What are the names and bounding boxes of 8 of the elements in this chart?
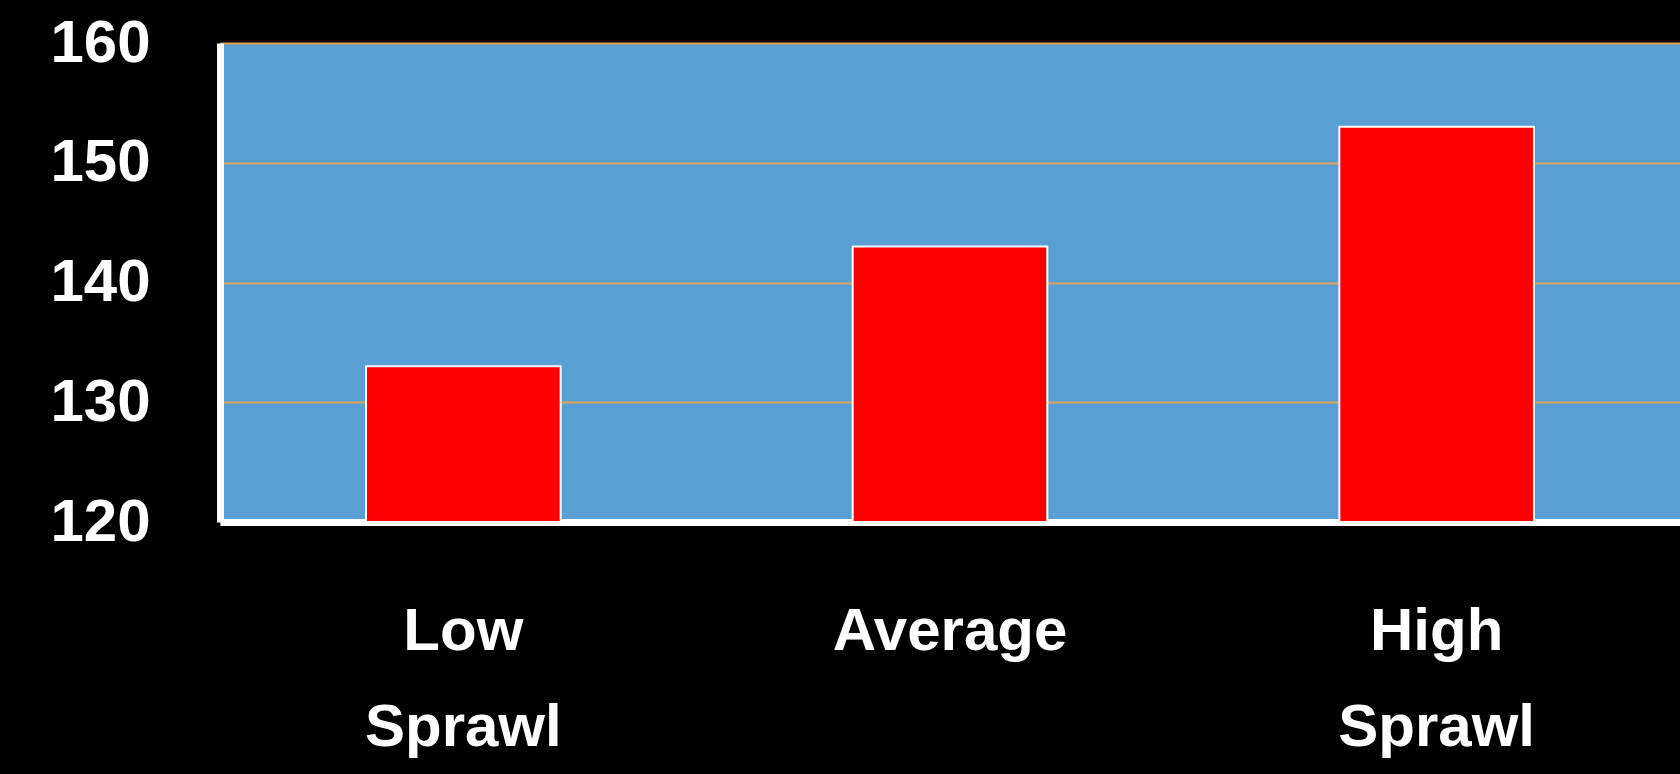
y-tick-label: 150 — [50, 127, 151, 195]
y-tick-label: 140 — [50, 247, 151, 314]
y-tick-label: 130 — [50, 366, 151, 434]
y-tick-label: 120 — [50, 486, 151, 554]
y-tick-label: 160 — [50, 7, 151, 75]
x-tick-label: Low Sprawl — [364, 595, 562, 759]
x-tick-label: Average — [832, 595, 1068, 663]
x-tick-label: High Sprawl — [1338, 595, 1536, 759]
